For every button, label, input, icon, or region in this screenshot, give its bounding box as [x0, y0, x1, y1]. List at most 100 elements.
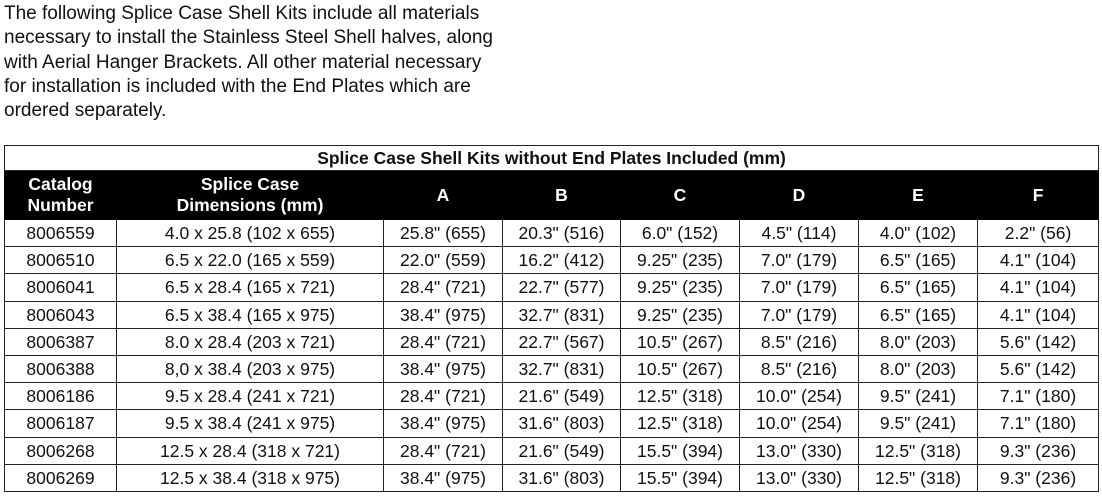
table-cell: 2.2" (56) — [976, 218, 1100, 248]
table-cell: 28.4" (721) — [383, 382, 503, 411]
table-row: 8006043 6.5 x 38.4 (165 x 975) 38.4" (975)… — [4, 300, 1100, 329]
table-row: 8006559 4.0 x 25.8 (102 x 655) 25.8" (655)… — [4, 218, 1100, 248]
table-cell: 9.25" (235) — [620, 273, 740, 302]
table-cell: 12.5 x 28.4 (318 x 721) — [116, 436, 384, 465]
table-cell: 9.5" (241) — [858, 382, 978, 411]
table-cell: 9.25" (235) — [620, 300, 740, 329]
table-cell: 21.6" (549) — [502, 382, 621, 411]
table-cell: 25.8" (655) — [383, 218, 503, 248]
table-cell: 4.0 x 25.8 (102 x 655) — [116, 218, 384, 248]
table-cell: 4.0" (102) — [858, 218, 978, 248]
table-cell: 38.4" (975) — [383, 354, 503, 384]
table-cell: 10.5" (267) — [620, 327, 740, 356]
table-cell: 8.0" (203) — [858, 354, 978, 384]
table-cell: 8006387 — [4, 327, 117, 356]
table-cell: 16.2" (412) — [502, 246, 621, 275]
table-cell: 28.4" (721) — [383, 273, 503, 302]
table-cell: 8006186 — [4, 382, 117, 411]
table-cell: 31.6" (803) — [502, 463, 621, 492]
table-cell: 5.6" (142) — [976, 327, 1100, 356]
header-line: Number — [27, 195, 94, 215]
column-header: A — [383, 170, 503, 220]
table-cell: 6.0" (152) — [620, 218, 740, 248]
table-cell: 31.6" (803) — [502, 409, 621, 438]
table-cell: 15.5" (394) — [620, 463, 740, 492]
table-row: 8006041 6.5 x 28.4 (165 x 721) 28.4" (721)… — [4, 273, 1100, 302]
header-line: D — [792, 184, 806, 205]
table-cell: 38.4" (975) — [383, 409, 503, 438]
table-cell: 4.1" (104) — [976, 300, 1100, 329]
table-cell: 9.3" (236) — [976, 463, 1100, 492]
table-cell: 9.5" (241) — [858, 409, 978, 438]
table-cell: 8006268 — [4, 436, 117, 465]
table-row: 8006268 12.5 x 28.4 (318 x 721) 28.4" (721… — [4, 436, 1100, 465]
table-row: 8006269 12.5 x 38.4 (318 x 975) 38.4" (975… — [4, 463, 1100, 492]
table-cell: 8006510 — [4, 246, 117, 275]
table-cell: 28.4" (721) — [383, 327, 503, 356]
table-cell: 4.5" (114) — [739, 218, 859, 248]
table-cell: 20.3" (516) — [502, 218, 621, 248]
table-cell: 9.5 x 28.4 (241 x 721) — [116, 382, 384, 411]
table-cell: 4.1" (104) — [976, 246, 1100, 275]
column-header: B — [502, 170, 621, 220]
header-line: Catalog — [28, 174, 93, 194]
table-cell: 8006043 — [4, 300, 117, 329]
column-header: F — [976, 170, 1100, 220]
table-cell: 13.0" (330) — [739, 436, 859, 465]
header-line: E — [912, 184, 924, 205]
table-row: 8006186 9.5 x 28.4 (241 x 721) 28.4" (721)… — [4, 382, 1100, 411]
table-cell: 10.0" (254) — [739, 382, 859, 411]
intro-line: The following Splice Case Shell Kits inc… — [4, 3, 480, 24]
table-cell: 12.5" (318) — [620, 382, 740, 411]
table-cell: 7.0" (179) — [739, 300, 859, 329]
table-cell: 12.5" (318) — [620, 409, 740, 438]
header-line: F — [1032, 184, 1044, 205]
table-cell: 10.5" (267) — [620, 354, 740, 384]
kits-table: Splice Case Shell Kits without End Plate… — [3, 145, 1100, 492]
header-line: A — [436, 184, 450, 205]
table-cell: 32.7" (831) — [502, 354, 621, 384]
table-cell: 7.0" (179) — [739, 273, 859, 302]
table-body: 8006559 4.0 x 25.8 (102 x 655) 25.8" (655)… — [4, 218, 1100, 492]
table-cell: 8006041 — [4, 273, 117, 302]
column-header: D — [739, 170, 859, 220]
intro-line: for installation is included with the En… — [4, 75, 471, 97]
column-header: E — [858, 170, 978, 220]
table-title: Splice Case Shell Kits without End Plate… — [3, 145, 1100, 171]
table-cell: 6.5" (165) — [858, 300, 978, 329]
table-cell: 7.0" (179) — [739, 246, 859, 275]
table-cell: 13.0" (330) — [739, 463, 859, 492]
intro-paragraph: The following Splice Case Shell Kits inc… — [4, 2, 493, 123]
table-cell: 8,0 x 38.4 (203 x 975) — [116, 354, 384, 384]
table-cell: 6.5 x 38.4 (165 x 975) — [116, 300, 384, 329]
table-cell: 8.0 x 28.4 (203 x 721) — [116, 327, 384, 356]
table-cell: 28.4" (721) — [383, 436, 503, 465]
table-cell: 22.0" (559) — [383, 246, 503, 275]
table-cell: 22.7" (577) — [502, 273, 621, 302]
intro-line: necessary to install the Stainless Steel… — [4, 27, 493, 49]
table-cell: 6.5 x 28.4 (165 x 721) — [116, 273, 384, 302]
table-cell: 8006187 — [4, 409, 117, 438]
header-line: C — [673, 184, 687, 205]
title-row: Splice Case Shell Kits without End Plate… — [3, 145, 1100, 171]
table-cell: 15.5" (394) — [620, 436, 740, 465]
table-row: 8006510 6.5 x 22.0 (165 x 559) 22.0" (559)… — [4, 246, 1100, 275]
table-cell: 4.1" (104) — [976, 273, 1100, 302]
table-cell: 12.5" (318) — [858, 436, 978, 465]
table-cell: 9.25" (235) — [620, 246, 740, 275]
header-line: B — [555, 184, 568, 205]
table-row: 8006387 8.0 x 28.4 (203 x 721) 28.4" (721)… — [4, 327, 1100, 356]
table-cell: 38.4" (975) — [383, 463, 503, 492]
table-row: 8006187 9.5 x 38.4 (241 x 975) 38.4" (975)… — [4, 409, 1100, 438]
header-line: Splice Case — [200, 174, 300, 194]
column-header: C — [620, 170, 740, 220]
table-cell: 6.5" (165) — [858, 246, 978, 275]
table-cell: 32.7" (831) — [502, 300, 621, 329]
table-cell: 22.7" (567) — [502, 327, 621, 356]
table-cell: 21.6" (549) — [502, 436, 621, 465]
table-cell: 6.5" (165) — [858, 273, 978, 302]
intro-line: ordered separately. — [4, 100, 167, 122]
table-cell: 6.5 x 22.0 (165 x 559) — [116, 246, 384, 275]
column-header: Splice Case Dimensions (mm) — [116, 170, 384, 220]
